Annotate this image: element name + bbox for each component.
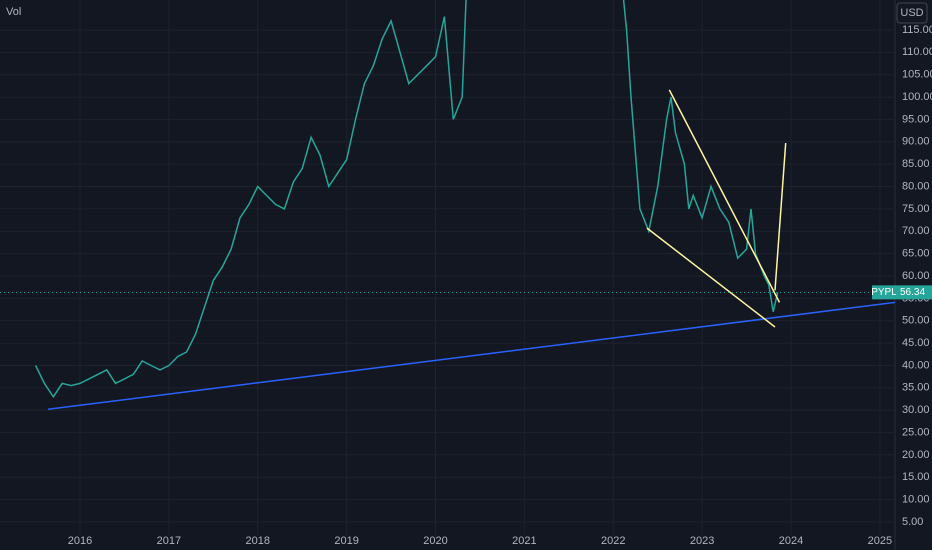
y-tick-label: 75.00 (902, 203, 930, 215)
y-tick-label: 100.00 (902, 91, 932, 103)
y-tick-label: 80.00 (902, 180, 930, 192)
y-tick-label: 45.00 (902, 337, 930, 349)
y-tick-label: 35.00 (902, 382, 930, 394)
last-price-value: 56.34 (900, 287, 925, 298)
y-tick-label: 105.00 (902, 69, 932, 81)
y-tick-label: 15.00 (902, 471, 930, 483)
currency: USD (900, 7, 923, 19)
x-tick-label: 2022 (601, 535, 625, 547)
x-tick-label: 2021 (512, 535, 536, 547)
price-line (34, 0, 779, 399)
x-tick-label: 2020 (423, 535, 447, 547)
y-tick-label: 5.00 (902, 516, 923, 528)
axes: 5.00 10.00 15.00 20.00 25.00 30.00 35.00 40.00 4… (68, 24, 932, 547)
y-tick-label: 20.00 (902, 449, 930, 461)
x-tick-label: 2018 (246, 535, 270, 547)
x-tick-label: 2023 (690, 535, 714, 547)
y-tick-label: 10.00 (902, 494, 930, 506)
y-tick-label: 50.00 (902, 315, 930, 327)
x-tick-label: 2019 (334, 535, 358, 547)
last-price-name-box (872, 285, 896, 300)
volume-label: Vol (6, 6, 21, 18)
x-tick-label: 2024 (779, 535, 803, 547)
y-tick-label: 60.00 (902, 270, 930, 282)
y-tick-label: 90.00 (902, 136, 930, 148)
y-tick-label: 30.00 (902, 404, 930, 416)
trend-line (774, 143, 787, 291)
last-price-box (896, 285, 932, 300)
x-tick-label: 2025 (868, 535, 892, 547)
y-tick-label: 40.00 (902, 359, 930, 371)
trend-line (47, 301, 895, 411)
y-tick-label: 65.00 (902, 248, 930, 260)
y-tick-label: 115.00 (902, 24, 932, 36)
y-tick-label: 95.00 (902, 113, 930, 125)
plot (0, 0, 895, 411)
currency-box[interactable] (896, 2, 928, 24)
x-tick-label: 2016 (68, 535, 92, 547)
last-price-name: PYPL (871, 287, 897, 298)
trend-line (646, 227, 776, 328)
y-tick-label: 85.00 (902, 158, 930, 170)
trend-line (668, 89, 781, 303)
y-tick-label: 70.00 (902, 225, 930, 237)
y-tick-label: 25.00 (902, 426, 930, 438)
x-tick-label: 2017 (157, 535, 181, 547)
y-tick-label: 110.00 (902, 46, 932, 58)
